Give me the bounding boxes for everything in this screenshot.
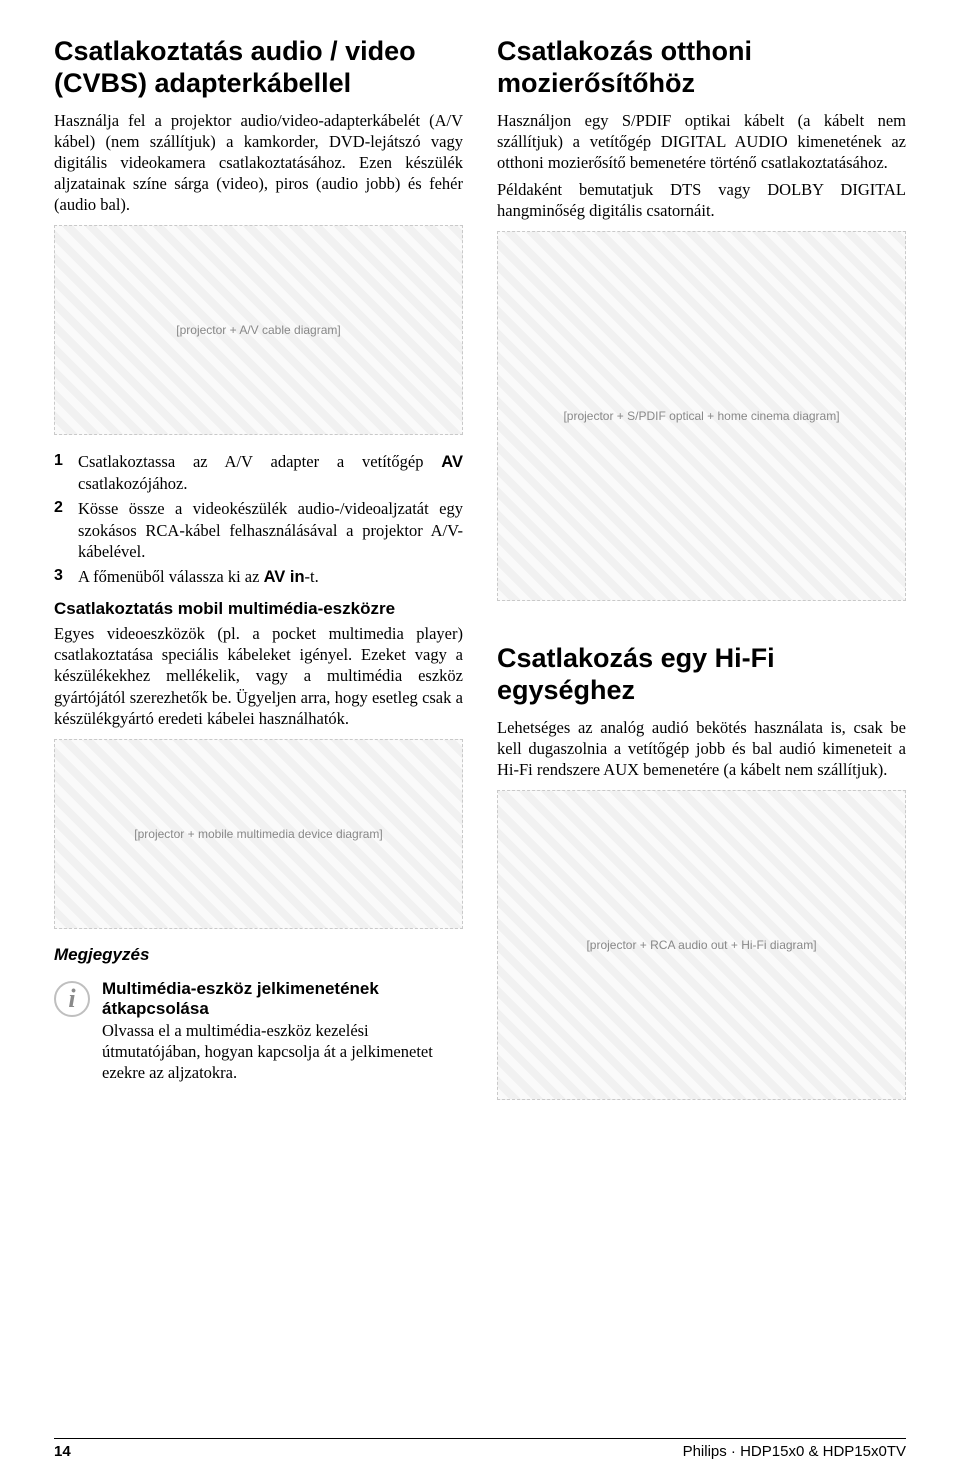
right-paragraph-3: Lehetséges az analóg audió bekötés haszn… — [497, 717, 906, 780]
step-3: A főmenüből válassza ki az AV in-t. — [54, 566, 463, 588]
step-3-bold: AV in — [264, 568, 305, 586]
step-1-text-a: Csatlakoztassa az A/V adapter a vetítőgé… — [78, 452, 441, 471]
left-paragraph-1: Használja fel a projektor audio/video-ad… — [54, 110, 463, 216]
figure-home-cinema-image: [projector + S/PDIF optical + home cinem… — [497, 231, 906, 601]
note-block: i Multimédia-eszköz jelkimenetének átkap… — [54, 979, 463, 1089]
spacer — [497, 617, 906, 643]
step-1-bold: AV — [441, 453, 463, 471]
figure-cvbs-adapter: [projector + A/V cable diagram] — [54, 225, 463, 435]
note-body: Multimédia-eszköz jelkimenetének átkapcs… — [102, 979, 463, 1089]
note-title: Multimédia-eszköz jelkimenetének átkapcs… — [102, 979, 463, 1020]
left-paragraph-2: Egyes videoeszközök (pl. a pocket multim… — [54, 623, 463, 729]
figure-hifi: [projector + RCA audio out + Hi-Fi diagr… — [497, 790, 906, 1100]
figure-hifi-image: [projector + RCA audio out + Hi-Fi diagr… — [497, 790, 906, 1100]
right-heading-2: Csatlakozás egy Hi-Fi egységhez — [497, 643, 906, 707]
step-1: Csatlakoztassa az A/V adapter a vetítőgé… — [54, 451, 463, 494]
two-column-layout: Csatlakoztatás audio / video (CVBS) adap… — [54, 36, 906, 1116]
figure-mobile-multimedia-image: [projector + mobile multimedia device di… — [54, 739, 463, 929]
left-heading-2: Csatlakoztatás mobil multimédia-eszközre — [54, 598, 463, 619]
step-3-text-c: -t. — [305, 567, 319, 586]
cvbs-steps: Csatlakoztassa az A/V adapter a vetítőgé… — [54, 451, 463, 588]
right-heading-1: Csatlakozás otthoni mozierősítőhöz — [497, 36, 906, 100]
figure-cvbs-adapter-image: [projector + A/V cable diagram] — [54, 225, 463, 435]
right-paragraph-2: Példaként bemutatjuk DTS vagy DOLBY DIGI… — [497, 179, 906, 221]
manual-page: Csatlakoztatás audio / video (CVBS) adap… — [0, 0, 960, 1480]
right-paragraph-1: Használjon egy S/PDIF optikai kábelt (a … — [497, 110, 906, 173]
note-text: Olvassa el a multimédia-eszköz kezelési … — [102, 1020, 463, 1083]
right-column: Csatlakozás otthoni mozierősítőhöz Haszn… — [497, 36, 906, 1116]
left-heading-1: Csatlakoztatás audio / video (CVBS) adap… — [54, 36, 463, 100]
product-footer: Philips · HDP15x0 & HDP15x0TV — [683, 1443, 906, 1460]
info-icon: i — [54, 981, 90, 1017]
step-1-text-c: csatlakozójához. — [78, 474, 188, 493]
page-number: 14 — [54, 1443, 71, 1460]
step-3-text-a: A főmenüből válassza ki az — [78, 567, 264, 586]
left-column: Csatlakoztatás audio / video (CVBS) adap… — [54, 36, 463, 1116]
page-footer: 14 Philips · HDP15x0 & HDP15x0TV — [54, 1438, 906, 1460]
figure-home-cinema: [projector + S/PDIF optical + home cinem… — [497, 231, 906, 601]
figure-mobile-multimedia: [projector + mobile multimedia device di… — [54, 739, 463, 929]
note-label: Megjegyzés — [54, 945, 463, 965]
step-2: Kösse össze a videokészülék audio-/video… — [54, 498, 463, 561]
